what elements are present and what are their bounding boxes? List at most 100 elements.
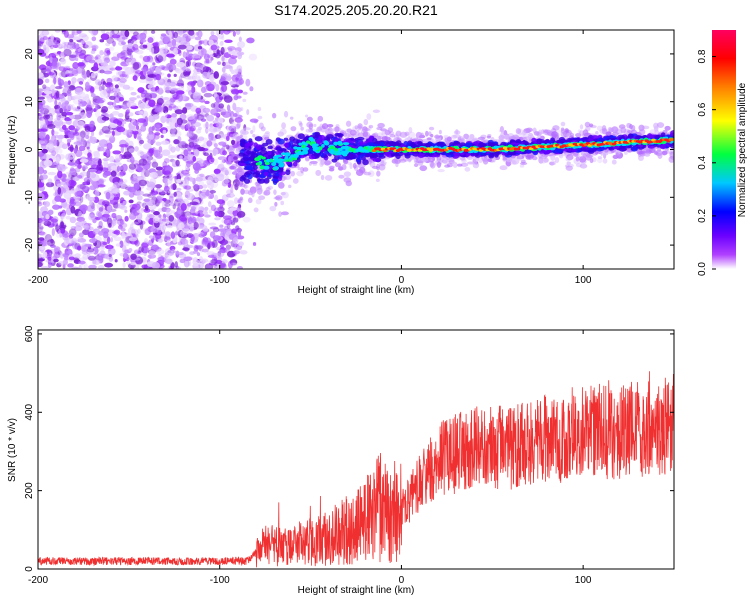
heatmap-noise-cell	[98, 230, 104, 236]
heatmap-halo-cell	[236, 121, 241, 129]
heatmap-noise-cell	[210, 157, 215, 163]
heatmap-noise-cell	[60, 221, 64, 227]
heatmap-halo-cell	[395, 130, 402, 137]
heatmap-noise-cell	[209, 173, 217, 181]
heatmap-noise-cell	[216, 50, 224, 57]
heatmap-noise-cell	[140, 92, 146, 98]
heatmap-noise-cell	[61, 124, 67, 131]
heatmap-noise-cell	[47, 209, 54, 216]
heatmap-noise-cell	[70, 226, 77, 230]
heatmap-noise-cell	[209, 123, 214, 128]
heatmap-noise-cell	[79, 195, 84, 203]
heatmap-noise-cell	[71, 77, 77, 84]
heatmap-noise-cell	[185, 123, 191, 129]
heatmap-noise-cell	[41, 266, 50, 269]
heatmap-halo-cell	[589, 123, 594, 128]
heatmap-noise-cell	[80, 256, 88, 261]
heatmap-noise-cell	[176, 117, 183, 126]
heatmap-noise-cell	[212, 235, 221, 241]
heatmap-noise-cell	[177, 210, 182, 214]
heatmap-noise-cell	[125, 137, 130, 144]
heatmap-halo-cell	[324, 160, 332, 165]
heatmap-halo-cell	[366, 113, 372, 120]
heatmap-halo-cell	[455, 128, 459, 135]
heatmap-noise-cell	[106, 217, 113, 226]
heatmap-halo-cell	[664, 125, 671, 131]
heatmap-noise-cell	[227, 260, 233, 269]
heatmap-noise-cell	[90, 50, 96, 55]
heatmap-halo-cell	[417, 160, 424, 166]
heatmap-noise-cell	[231, 139, 236, 145]
heatmap-noise-cell	[167, 249, 176, 254]
heatmap-halo-cell	[263, 189, 271, 196]
heatmap-noise-cell	[69, 167, 75, 172]
heatmap-halo-cell	[404, 131, 410, 136]
heatmap-noise-cell	[148, 206, 157, 210]
heatmap-noise-cell	[170, 146, 176, 153]
heatmap-noise-cell	[115, 157, 121, 161]
heatmap-noise-cell	[203, 152, 209, 157]
heatmap-noise-cell	[103, 152, 107, 157]
heatmap-noise-cell	[167, 73, 171, 78]
heatmap-noise-cell	[112, 150, 122, 155]
heatmap-noise-cell	[238, 36, 242, 42]
heatmap-noise-cell	[148, 134, 155, 140]
heatmap-noise-cell	[119, 74, 128, 78]
heatmap-noise-cell	[41, 67, 47, 74]
heatmap-noise-cell	[69, 216, 77, 224]
heatmap-noise-cell	[122, 121, 127, 125]
heatmap-noise-cell	[65, 73, 74, 77]
heatmap-halo-cell	[292, 178, 299, 184]
heatmap-noise-cell	[146, 186, 153, 191]
heatmap-noise-cell	[111, 234, 117, 238]
heatmap-noise-cell	[45, 55, 50, 59]
heatmap-noise-cell	[176, 61, 185, 68]
heatmap-noise-cell	[68, 197, 74, 204]
heatmap-noise-cell	[77, 236, 83, 242]
heatmap-noise-cell	[193, 244, 199, 252]
heatmap-noise-cell	[53, 258, 59, 263]
heatmap-noise-cell	[195, 107, 202, 114]
heatmap-noise-cell	[199, 63, 203, 69]
heatmap-halo-cell	[338, 174, 345, 179]
heatmap-noise-cell	[217, 61, 222, 65]
heatmap-noise-cell	[161, 149, 171, 157]
heatmap-halo-cell	[453, 134, 461, 139]
heatmap-noise-cell	[137, 87, 145, 93]
heatmap-noise-cell	[97, 211, 102, 218]
heatmap-noise-cell	[174, 231, 179, 236]
heatmap-noise-cell	[102, 231, 109, 239]
heatmap-noise-cell	[43, 159, 53, 167]
heatmap-noise-cell	[226, 200, 235, 208]
heatmap-noise-cell	[38, 231, 46, 236]
heatmap-noise-cell	[115, 66, 123, 71]
heatmap-noise-cell	[105, 191, 111, 200]
heatmap-noise-cell	[196, 68, 201, 73]
heatmap-noise-cell	[232, 217, 239, 223]
heatmap-noise-cell	[130, 91, 137, 96]
heatmap-halo-cell	[602, 158, 608, 164]
heatmap-noise-cell	[224, 170, 229, 176]
heatmap-noise-cell	[84, 41, 93, 49]
heatmap-noise-cell	[185, 102, 194, 108]
heatmap-noise-cell	[104, 47, 111, 54]
heatmap-noise-cell	[69, 198, 77, 207]
heatmap-halo-cell	[653, 125, 659, 132]
heatmap-noise-cell	[79, 183, 86, 190]
heatmap-noise-cell	[181, 213, 186, 217]
heatmap-noise-cell	[102, 157, 110, 162]
heatmap-noise-cell	[71, 266, 80, 269]
heatmap-halo-cell	[601, 125, 607, 132]
heatmap-noise-cell	[109, 60, 116, 67]
heatmap-noise-cell	[114, 258, 118, 263]
heatmap-noise-cell	[184, 185, 192, 190]
heatmap-noise-cell	[77, 105, 81, 110]
heatmap-noise-cell	[174, 109, 184, 115]
heatmap-halo-cell	[519, 161, 528, 166]
heatmap-noise-cell	[95, 79, 102, 86]
heatmap-noise-cell	[93, 150, 101, 159]
heatmap-halo-cell	[341, 164, 347, 171]
heatmap-noise-cell	[173, 47, 179, 56]
heatmap-noise-cell	[186, 45, 193, 51]
heatmap-noise-cell	[218, 96, 224, 101]
